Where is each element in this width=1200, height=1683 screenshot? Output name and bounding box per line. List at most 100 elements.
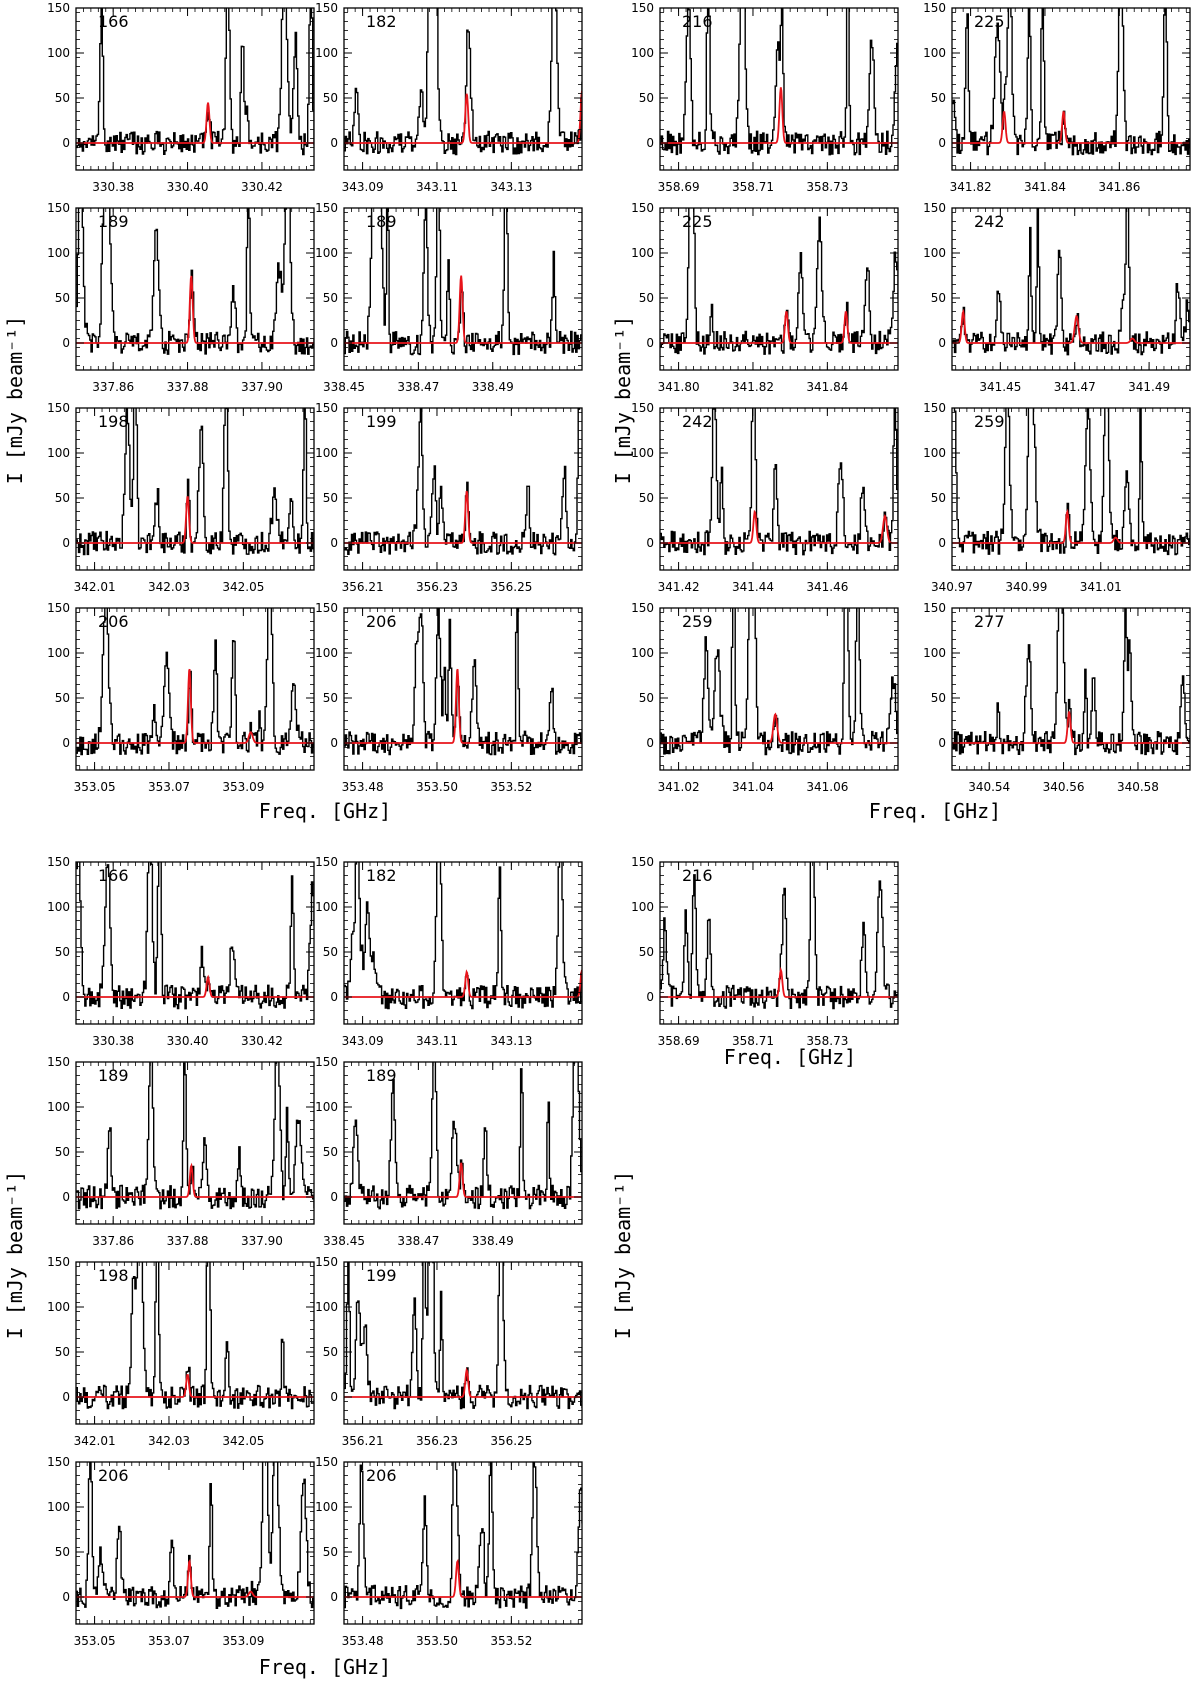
panel-frame xyxy=(343,1461,583,1625)
spectrum-panel: 0 50 100 150 353.48 353.50 353.52 206 xyxy=(315,1455,583,1648)
x-tick-label: 356.25 xyxy=(490,1434,532,1448)
x-tick-label: 341.82 xyxy=(950,180,992,194)
x-tick-label: 341.80 xyxy=(658,380,700,394)
y-tick-label: 150 xyxy=(315,201,338,215)
x-tick-label: 337.86 xyxy=(92,380,134,394)
model-line xyxy=(660,712,898,744)
y-tick-label: 50 xyxy=(639,291,654,305)
y-tick-label: 50 xyxy=(639,491,654,505)
panel-label: 189 xyxy=(98,212,129,231)
y-tick-label: 100 xyxy=(923,246,946,260)
observed-spectrum xyxy=(76,208,314,355)
spectrum-panel: 0 50 100 150 342.01 342.03 342.05 198 xyxy=(47,1255,315,1448)
spectrum-panel: 0 50 100 150 343.09 343.11 343.13 182 xyxy=(315,1,583,194)
y-tick-label: 150 xyxy=(631,1,654,15)
y-tick-label: 100 xyxy=(47,1300,70,1314)
panel-label: 206 xyxy=(98,612,129,631)
x-tick-label: 356.23 xyxy=(416,580,458,594)
observed-spectrum xyxy=(344,1262,582,1410)
spectrum-panel: 0 50 100 150 353.05 353.07 353.09 206 xyxy=(47,1455,315,1648)
y-tick-label: 0 xyxy=(646,736,654,750)
y-tick-label: 100 xyxy=(923,446,946,460)
y-tick-label: 50 xyxy=(639,91,654,105)
model-line xyxy=(76,1162,314,1198)
y-tick-label: 50 xyxy=(931,691,946,705)
y-tick-label: 100 xyxy=(631,46,654,60)
panel-frame xyxy=(343,861,583,1025)
y-tick-label: 50 xyxy=(55,291,70,305)
x-tick-label: 342.05 xyxy=(222,580,264,594)
y-tick-label: 150 xyxy=(923,601,946,615)
y-tick-label: 150 xyxy=(631,201,654,215)
y-tick-label: 0 xyxy=(330,536,338,550)
panel-frame xyxy=(951,7,1191,171)
spectrum-panel: 0 50 100 150 341.82 341.84 341.86 225 xyxy=(923,1,1191,194)
x-tick-label: 353.05 xyxy=(74,780,116,794)
observed-spectrum xyxy=(76,408,314,556)
x-tick-label: 341.49 xyxy=(1128,380,1170,394)
y-tick-label: 150 xyxy=(315,1055,338,1069)
y-tick-label: 50 xyxy=(323,1545,338,1559)
model-line xyxy=(344,1367,582,1398)
y-tick-label: 50 xyxy=(323,291,338,305)
spectrum-panel: 0 50 100 150 341.45 341.47 341.49 242 xyxy=(923,201,1191,394)
x-axis-title-bottom-right: Freq. [GHz] xyxy=(724,1045,856,1069)
observed-spectrum xyxy=(952,8,1190,156)
x-tick-label: 338.45 xyxy=(323,380,365,394)
spectrum-panel: 0 50 100 150 353.05 353.07 353.09 206 xyxy=(47,601,315,794)
y-tick-label: 150 xyxy=(315,1,338,15)
panel-label: 225 xyxy=(682,212,713,231)
observed-spectrum xyxy=(660,8,898,156)
y-tick-label: 100 xyxy=(923,46,946,60)
model-line xyxy=(344,1162,582,1198)
x-tick-label: 341.04 xyxy=(732,780,774,794)
x-tick-label: 356.21 xyxy=(342,580,384,594)
panel-frame xyxy=(659,207,899,371)
model-line xyxy=(344,668,582,744)
x-tick-label: 337.88 xyxy=(167,380,209,394)
panel-frame xyxy=(343,1261,583,1425)
y-tick-label: 50 xyxy=(931,291,946,305)
x-tick-label: 358.69 xyxy=(658,180,700,194)
model-line xyxy=(76,1374,314,1398)
y-tick-label: 100 xyxy=(631,246,654,260)
observed-spectrum xyxy=(344,1462,582,1610)
panel-label: 166 xyxy=(98,12,129,31)
panel-label: 259 xyxy=(682,612,713,631)
panel-label: 182 xyxy=(366,866,397,885)
y-tick-label: 0 xyxy=(62,990,70,1004)
model-line xyxy=(344,275,582,344)
model-line xyxy=(344,969,582,998)
panel-label: 206 xyxy=(98,1466,129,1485)
x-tick-label: 353.48 xyxy=(342,780,384,794)
model-line xyxy=(952,711,1190,744)
panels-layer: 0 50 100 150 330.38 330.40 330.42 166 0 50 100 150 3… xyxy=(47,1,1191,1648)
x-tick-label: 342.01 xyxy=(74,580,116,594)
y-tick-label: 0 xyxy=(330,736,338,750)
x-tick-label: 341.84 xyxy=(806,380,848,394)
observed-spectrum xyxy=(76,1062,314,1210)
y-tick-label: 150 xyxy=(47,401,70,415)
y-tick-label: 0 xyxy=(646,990,654,1004)
y-tick-label: 0 xyxy=(62,336,70,350)
y-tick-label: 100 xyxy=(315,446,338,460)
y-tick-label: 150 xyxy=(47,601,70,615)
x-tick-label: 337.88 xyxy=(167,1234,209,1248)
x-tick-label: 330.38 xyxy=(92,1034,134,1048)
x-tick-label: 353.50 xyxy=(416,780,458,794)
x-tick-label: 343.11 xyxy=(416,180,458,194)
model-line xyxy=(344,490,582,544)
model-line xyxy=(76,496,314,544)
spectrum-panel: 0 50 100 150 342.01 342.03 342.05 198 xyxy=(47,401,315,594)
panel-frame xyxy=(75,407,315,571)
y-tick-label: 0 xyxy=(938,536,946,550)
model-line xyxy=(76,1558,314,1598)
y-tick-label: 0 xyxy=(938,736,946,750)
x-tick-label: 358.73 xyxy=(806,180,848,194)
observed-spectrum xyxy=(76,862,314,1010)
y-tick-label: 50 xyxy=(323,691,338,705)
panel-frame xyxy=(659,407,899,571)
x-tick-label: 358.71 xyxy=(732,1034,774,1048)
x-tick-label: 341.84 xyxy=(1024,180,1066,194)
y-tick-label: 0 xyxy=(646,136,654,150)
